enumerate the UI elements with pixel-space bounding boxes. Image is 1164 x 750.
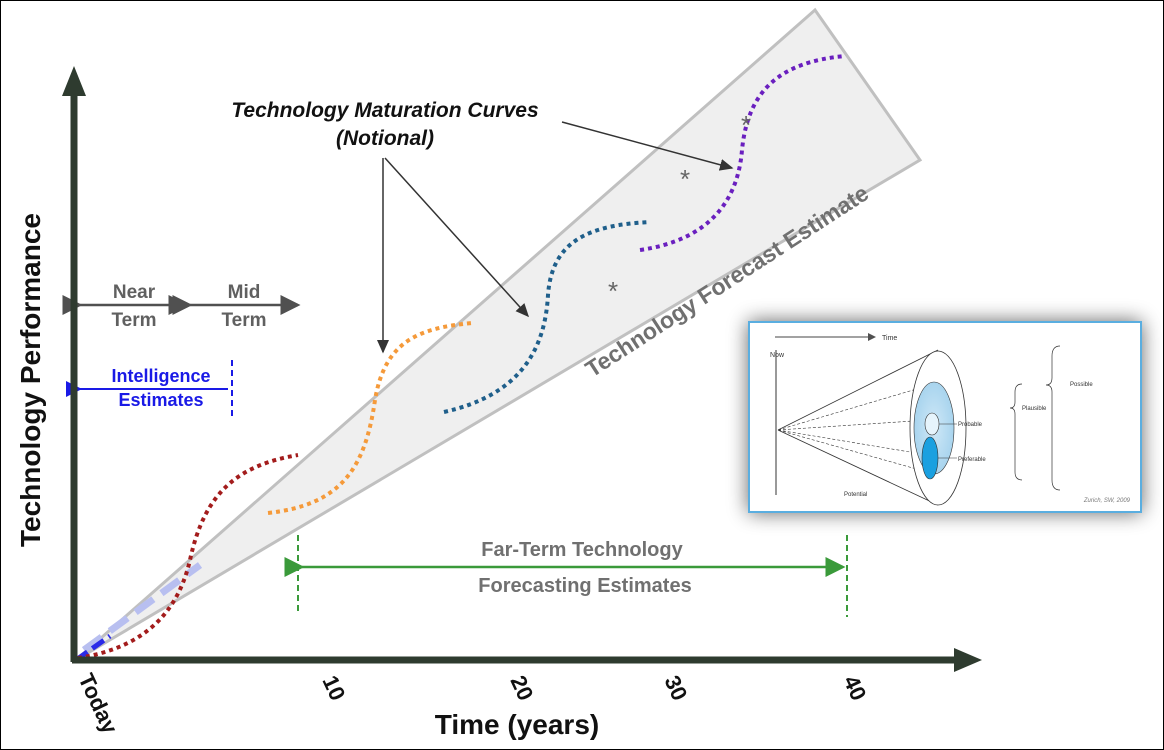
y-axis-label: Technology Performance bbox=[15, 213, 46, 547]
intelligence-label-line1: Intelligence bbox=[111, 366, 210, 386]
maturation-curve-red bbox=[77, 453, 299, 660]
inset-plausible-label: Plausible bbox=[1022, 406, 1047, 412]
x-axis-arrowhead bbox=[954, 648, 982, 672]
mid-term-label-line1: Mid bbox=[228, 282, 261, 303]
inset-possible-label: Possible bbox=[1070, 382, 1093, 388]
near-term-label-line2: Term bbox=[111, 310, 156, 331]
inset-time-label: Time bbox=[882, 335, 897, 342]
far-term-label-line1: Far-Term Technology bbox=[481, 539, 683, 561]
x-axis-label: Time (years) bbox=[435, 709, 599, 740]
futures-cone-content: Time Now Probable Preferable Potential P… bbox=[770, 333, 1131, 506]
maturation-title-line1: Technology Maturation Curves bbox=[231, 99, 538, 122]
inset-preferable-label: Preferable bbox=[958, 457, 986, 463]
inset-now-label: Now bbox=[770, 352, 785, 359]
maturation-curve-teal bbox=[443, 220, 651, 414]
maturation-curve-orange bbox=[267, 321, 473, 515]
asterisk-marker: * bbox=[741, 110, 751, 140]
early-trend-dash bbox=[81, 562, 203, 653]
maturation-curve-purple bbox=[639, 54, 846, 252]
pointer-arrow-teal bbox=[384, 157, 530, 318]
x-tick-label: 20 bbox=[505, 672, 538, 705]
forecast-band bbox=[75, 7, 923, 662]
intelligence-label-line2: Estimates bbox=[118, 390, 203, 410]
far-term-label-line2: Forecasting Estimates bbox=[478, 575, 691, 597]
x-tick-label: 40 bbox=[838, 672, 871, 705]
asterisk-marker: * bbox=[608, 276, 618, 306]
x-tick-label: Today bbox=[73, 670, 123, 738]
y-axis-arrowhead bbox=[62, 66, 86, 96]
asterisk-marker: * bbox=[680, 164, 690, 194]
maturation-title-line2: (Notional) bbox=[336, 127, 434, 150]
inset-potential-label: Potential bbox=[844, 492, 867, 498]
inset-credit: Zurich, SW, 2009 bbox=[1083, 498, 1131, 504]
x-tick-label: 10 bbox=[317, 672, 350, 705]
inset-probable-label: Probable bbox=[958, 422, 983, 428]
mid-term-label-line2: Term bbox=[221, 310, 266, 331]
pointer-arrow-purple bbox=[561, 121, 734, 171]
near-term-label-line1: Near bbox=[113, 282, 156, 303]
x-tick-label: 30 bbox=[659, 672, 692, 705]
